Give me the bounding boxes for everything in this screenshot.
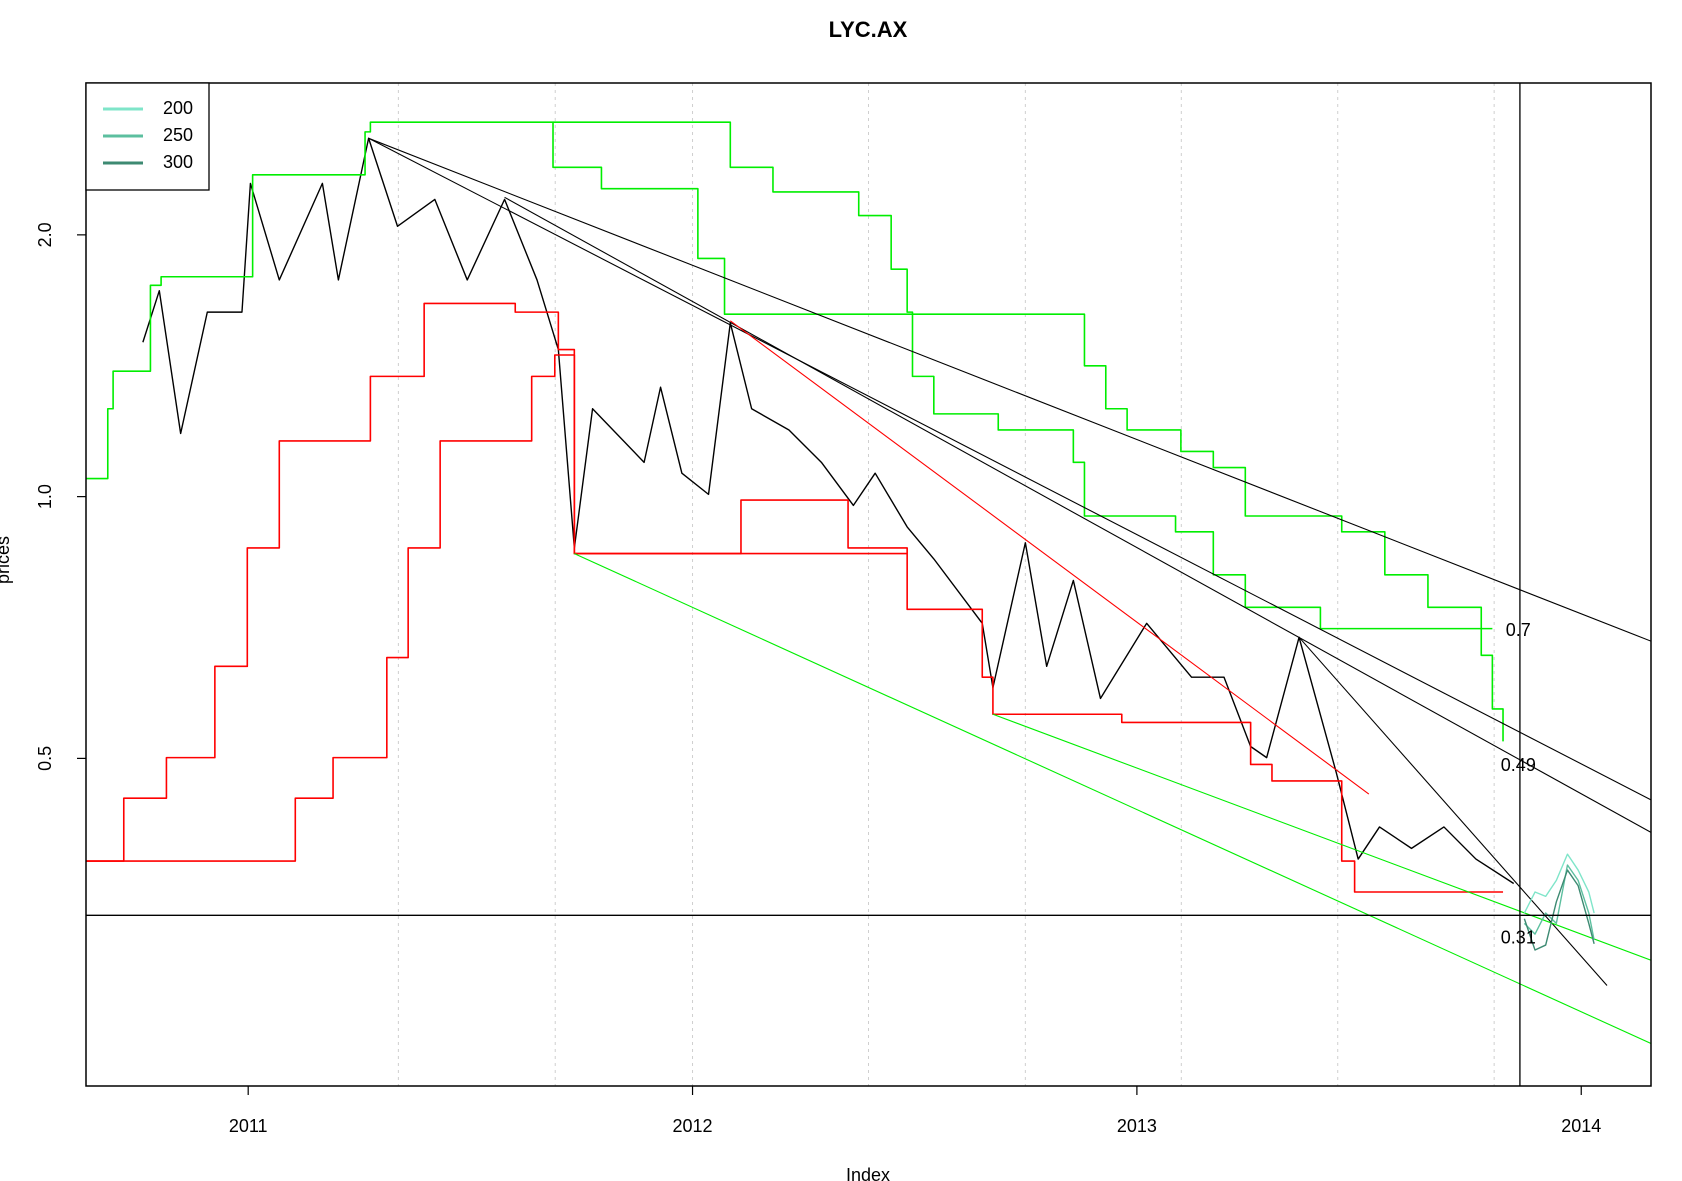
legend-label: 200 xyxy=(163,98,193,118)
legend-label: 300 xyxy=(163,152,193,172)
forecast-line xyxy=(1523,869,1595,951)
trend-line xyxy=(1298,636,1608,986)
trend-line xyxy=(992,713,1651,961)
x-tick-label: 2012 xyxy=(673,1116,713,1136)
plot-frame xyxy=(85,82,1652,1087)
legend-label: 250 xyxy=(163,125,193,145)
y-tick-label: 1.0 xyxy=(35,484,55,509)
forecast-line xyxy=(1523,853,1595,914)
annotation: 0.7 xyxy=(1506,620,1531,640)
trend-line xyxy=(504,196,1651,833)
x-axis-label: Index xyxy=(846,1165,890,1181)
x-tick-label: 2011 xyxy=(229,1116,268,1136)
x-tick-label: 2013 xyxy=(1117,1116,1157,1136)
annotation: 0.49 xyxy=(1501,755,1536,775)
envelope-line xyxy=(553,121,1493,630)
y-tick-label: 0.5 xyxy=(35,746,55,771)
chart-title: LYC.AX xyxy=(829,17,908,42)
y-axis-label: prices xyxy=(0,536,13,584)
trend-line xyxy=(368,137,1651,801)
grid-layer xyxy=(397,83,1495,1086)
forecast-line xyxy=(1523,864,1595,941)
trend-line xyxy=(729,320,1370,795)
x-tick-label: 2014 xyxy=(1561,1116,1601,1136)
legend: 200 250 300 xyxy=(85,82,210,191)
y-tick-label: 2.0 xyxy=(35,222,55,247)
axes-layer: 2011 2012 2013 2014 0.5 1.0 2.0 xyxy=(35,222,1602,1135)
price-line xyxy=(142,137,1515,885)
envelope-line xyxy=(86,121,1504,742)
trend-line xyxy=(368,137,1651,642)
trend-line xyxy=(574,553,1651,1045)
plot-area: 0.7 0.49 0.31 xyxy=(86,83,1651,1086)
annotation: 0.31 xyxy=(1501,928,1536,948)
envelope-line xyxy=(86,354,908,862)
